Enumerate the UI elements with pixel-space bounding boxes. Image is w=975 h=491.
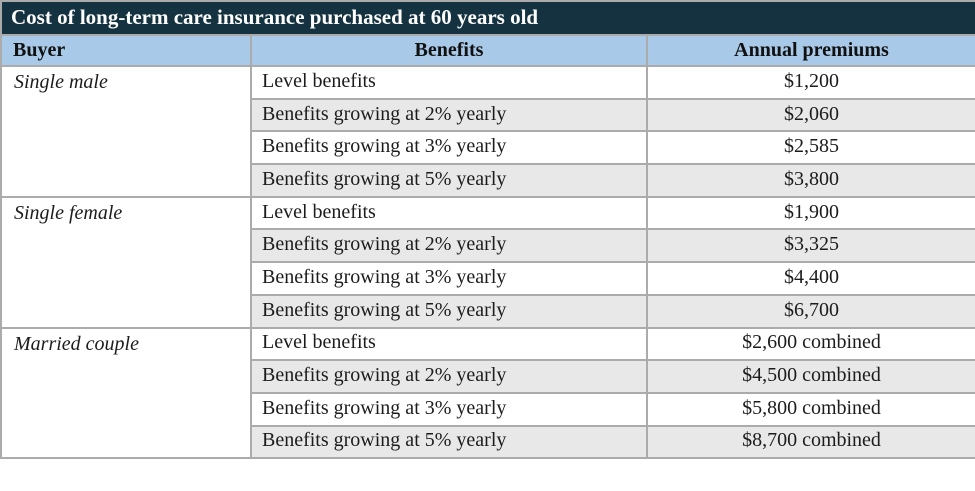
premium-cell: $2,585 <box>645 130 975 166</box>
premium-cell: $4,400 <box>645 261 975 296</box>
column-header-annual-premiums: Annual premiums <box>645 34 975 67</box>
table-row: Single male Level benefits $1,200 <box>0 65 975 198</box>
premium-cell: $1,900 <box>645 195 975 231</box>
benefit-cell: Benefits growing at 2% yearly <box>250 97 648 133</box>
benefit-cell: Benefits growing at 5% yearly <box>250 293 648 329</box>
benefit-cell: Benefits growing at 5% yearly <box>250 163 648 198</box>
premium-cell: $1,200 <box>645 65 975 100</box>
premium-cell: $2,600 combined <box>645 326 975 362</box>
table-row: Benefits growing at 5% yearly $8,700 com… <box>1 424 975 460</box>
premium-cell: $6,700 <box>645 293 975 329</box>
column-header-benefits: Benefits <box>250 34 648 67</box>
benefit-cell: Benefits growing at 3% yearly <box>250 261 648 296</box>
benefit-cell: Level benefits <box>250 195 648 231</box>
header-row: Buyer Benefits Annual premiums <box>0 34 975 67</box>
table-row: Single female Level benefits $1,900 <box>0 195 975 329</box>
benefit-cell: Benefits growing at 5% yearly <box>250 424 648 460</box>
benefit-cell: Benefits growing at 2% yearly <box>250 228 648 264</box>
title-row: Cost of long-term care insurance purchas… <box>0 0 975 36</box>
premium-cell: $8,700 combined <box>645 424 975 460</box>
table-row: Married couple Level benefits $2,600 com… <box>0 326 975 460</box>
premium-cell: $4,500 combined <box>645 359 975 394</box>
benefit-cell: Benefits growing at 3% yearly <box>250 130 648 166</box>
buyer-cell: Single male <box>0 65 252 198</box>
benefit-cell: Benefits growing at 3% yearly <box>250 391 648 427</box>
table-title: Cost of long-term care insurance purchas… <box>0 0 975 36</box>
table-row: Benefits growing at 5% yearly $3,800 <box>1 163 975 198</box>
table-row: Benefits growing at 3% yearly $5,800 com… <box>1 391 975 427</box>
premium-cell: $5,800 combined <box>645 391 975 427</box>
table-row: Benefits growing at 3% yearly $4,400 <box>1 261 975 296</box>
premium-cell: $2,060 <box>645 97 975 133</box>
buyer-cell: Married couple <box>0 326 252 460</box>
benefit-cell: Benefits growing at 2% yearly <box>250 359 648 394</box>
benefit-cell: Level benefits <box>250 65 648 100</box>
table-row: Benefits growing at 2% yearly $3,325 <box>1 228 975 264</box>
column-header-buyer: Buyer <box>0 34 252 67</box>
premium-cell: $3,800 <box>645 163 975 198</box>
table-row: Benefits growing at 3% yearly $2,585 <box>1 130 975 166</box>
benefit-cell: Level benefits <box>250 326 648 362</box>
premium-cell: $3,325 <box>645 228 975 264</box>
ltc-insurance-table: Cost of long-term care insurance purchas… <box>0 0 975 460</box>
table-row: Benefits growing at 2% yearly $4,500 com… <box>1 359 975 394</box>
table-row: Benefits growing at 5% yearly $6,700 <box>1 293 975 329</box>
buyer-cell: Single female <box>0 195 252 329</box>
